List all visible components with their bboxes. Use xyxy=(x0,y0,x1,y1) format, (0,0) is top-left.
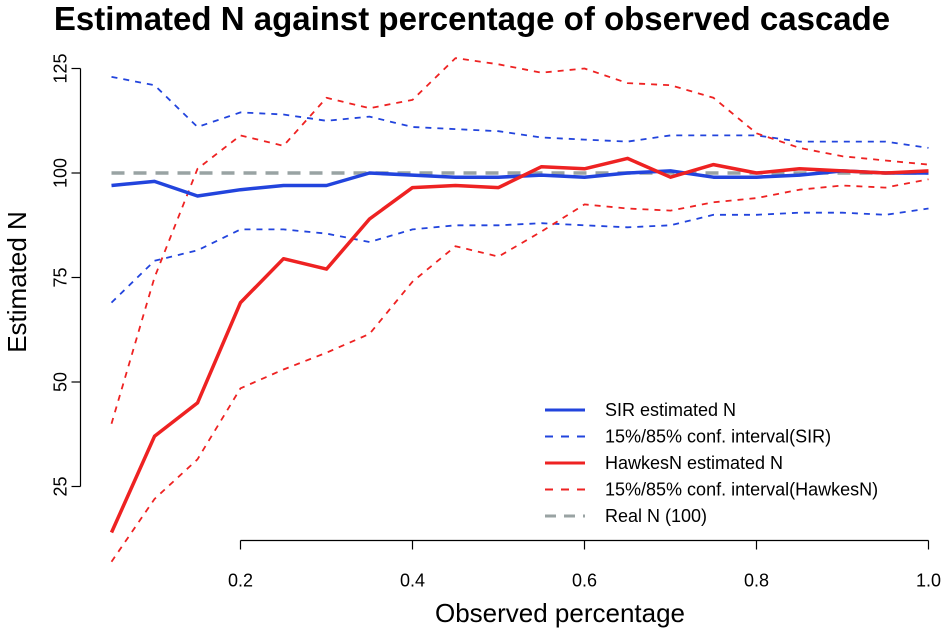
legend-label: SIR estimated N xyxy=(605,400,736,420)
legend-real-n: Real N (100) xyxy=(545,506,707,526)
y-tick-label: 125 xyxy=(51,53,71,83)
legend-label: 15%/85% conf. interval(HawkesN) xyxy=(605,480,878,500)
hawkes-estimate-line xyxy=(109,156,929,534)
legend-hawkes-ci: 15%/85% conf. interval(HawkesN) xyxy=(545,480,878,500)
y-tick-label: 75 xyxy=(51,267,71,287)
y-axis-label: Estimated N xyxy=(2,211,32,353)
legend-sir-ci: 15%/85% conf. interval(SIR) xyxy=(545,427,831,447)
hawkes-ci-upper-line xyxy=(110,57,929,425)
chart-title: Estimated N against percentage of observ… xyxy=(54,0,890,37)
y-tick-label: 25 xyxy=(51,476,71,496)
x-tick-label: 1.0 xyxy=(916,571,941,591)
legend-label: HawkesN estimated N xyxy=(605,453,783,473)
x-axis: 0.2 0.4 0.6 0.8 1.0 xyxy=(228,539,941,591)
x-tick-label: 0.2 xyxy=(228,571,253,591)
x-axis-label: Observed percentage xyxy=(435,598,685,628)
plot-area xyxy=(109,57,929,563)
x-tick-label: 0.6 xyxy=(572,571,597,591)
sir-ci-upper-line xyxy=(111,76,929,149)
hawkes-ci-lower-line xyxy=(110,178,929,563)
y-tick-label: 50 xyxy=(51,372,71,392)
legend-sir-estimate: SIR estimated N xyxy=(545,400,736,420)
legend-label: 15%/85% conf. interval(SIR) xyxy=(605,427,831,447)
y-tick-label: 100 xyxy=(51,158,71,188)
x-tick-label: 0.8 xyxy=(744,571,769,591)
x-tick-label: 0.4 xyxy=(400,571,425,591)
y-axis: 25 50 75 100 125 xyxy=(51,53,82,497)
sir-ci-lower-line xyxy=(110,207,929,304)
legend-label: Real N (100) xyxy=(605,506,707,526)
legend: SIR estimated N 15%/85% conf. interval(SI… xyxy=(545,400,878,526)
legend-hawkes-estimate: HawkesN estimated N xyxy=(545,453,783,473)
